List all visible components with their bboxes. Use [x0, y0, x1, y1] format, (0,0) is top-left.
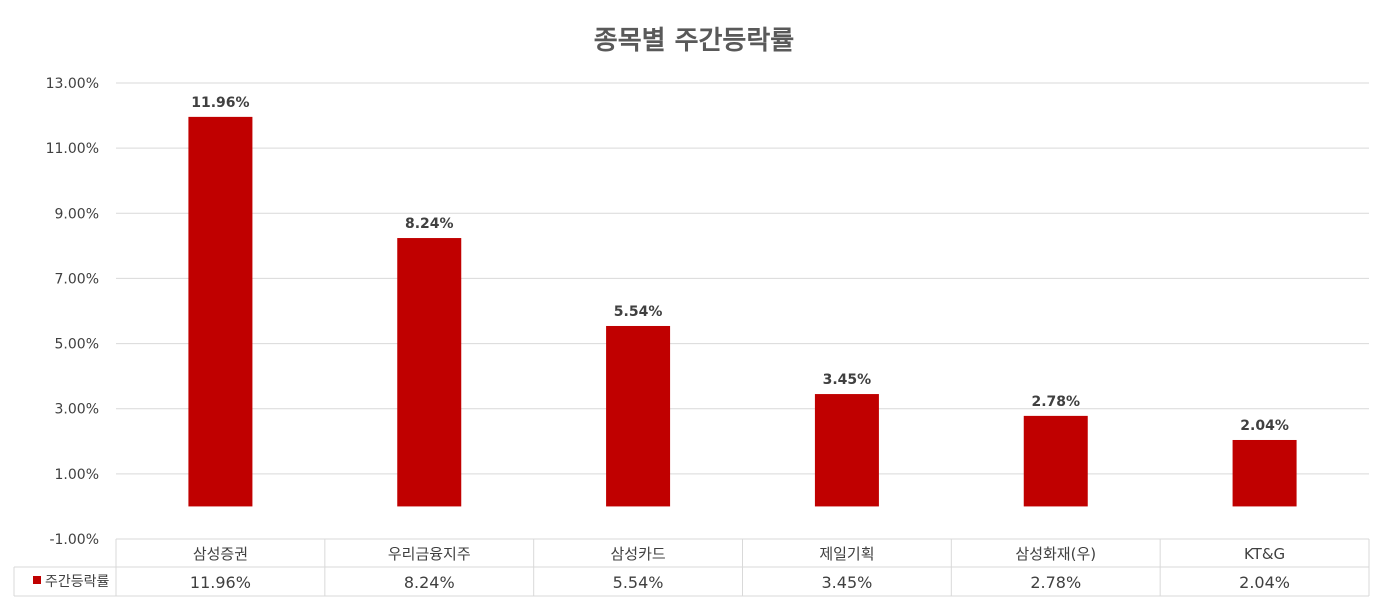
bar	[1023, 415, 1088, 507]
x-category-label: 삼성카드	[610, 545, 665, 563]
bar	[188, 116, 253, 507]
y-tick-label: 9.00%	[55, 206, 99, 222]
data-table-value: 5.54%	[613, 573, 664, 592]
x-category-label: 우리금융지주	[388, 545, 471, 563]
data-label: 8.24%	[405, 216, 454, 232]
data-table-value: 2.04%	[1239, 573, 1290, 592]
y-tick-label: 1.00%	[55, 467, 99, 483]
x-category-label: KT&G	[1244, 545, 1285, 563]
data-label: 2.78%	[1031, 394, 1080, 410]
data-label: 5.54%	[614, 304, 663, 320]
y-tick-label: 7.00%	[55, 271, 99, 287]
data-label: 2.04%	[1240, 418, 1289, 434]
y-tick-label: 11.00%	[46, 141, 99, 157]
bar	[606, 325, 671, 507]
y-axis-tick-labels: 13.00% 11.00% 9.00% 7.00% 5.00% 3.00% 1.00% -1.…	[46, 76, 99, 548]
data-label: 11.96%	[191, 95, 249, 111]
bar	[397, 238, 462, 507]
bar	[1232, 439, 1297, 507]
data-labels: 11.96% 8.24% 5.54% 3.45% 2.78% 2.04%	[191, 95, 1289, 434]
x-category-label: 삼성화재(우)	[1015, 545, 1096, 563]
data-table-value: 2.78%	[1030, 573, 1081, 592]
legend-series-name: 주간등락률	[45, 574, 110, 590]
bars	[188, 116, 1297, 507]
data-table-value: 3.45%	[822, 573, 873, 592]
x-category-label: 제일기획	[819, 545, 874, 563]
y-tick-label: 5.00%	[55, 337, 99, 353]
y-tick-label: 3.00%	[55, 402, 99, 418]
x-category-label: 삼성증권	[193, 545, 248, 563]
bar	[814, 394, 879, 507]
data-table-value: 11.96%	[190, 573, 251, 592]
chart-title: 종목별 주간등락률	[594, 26, 794, 56]
y-tick-label: 13.00%	[46, 76, 99, 92]
legend-key	[33, 576, 41, 584]
gridlines	[116, 82, 1369, 475]
data-label: 3.45%	[823, 372, 872, 388]
data-table-value: 8.24%	[404, 573, 455, 592]
y-tick-label: -1.00%	[49, 532, 99, 548]
data-table: 삼성증권 우리금융지주 삼성카드 제일기획 삼성화재(우) KT&G 주간등락률 11.96%…	[13, 538, 1370, 597]
